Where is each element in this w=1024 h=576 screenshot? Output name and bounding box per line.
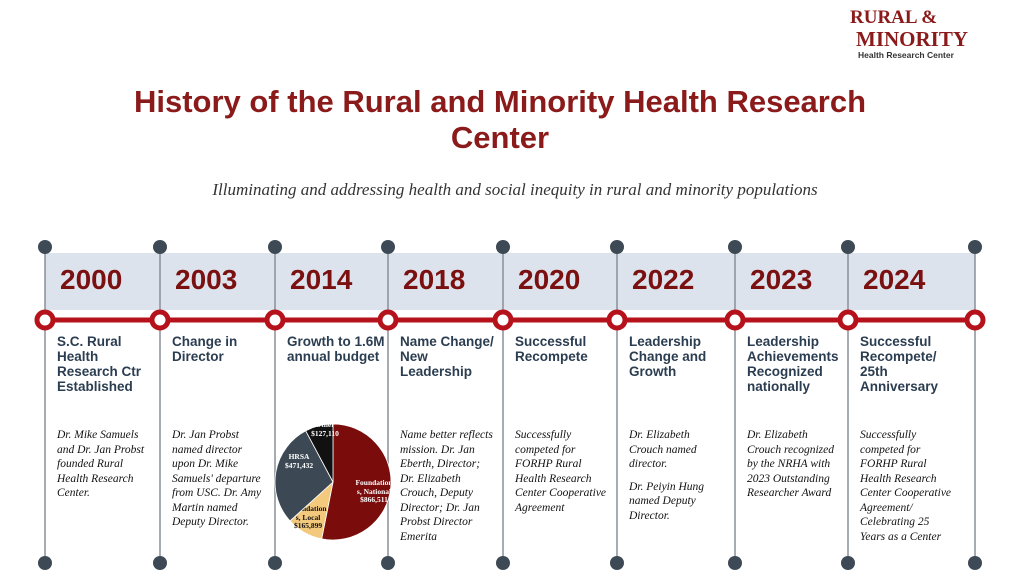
year: 2020 bbox=[518, 264, 581, 295]
pie-slice bbox=[274, 430, 334, 522]
milestone-description: Dr. Elizabeth Crouch named director. Dr. … bbox=[629, 428, 725, 531]
timeline-node bbox=[964, 309, 986, 331]
description-paragraph: Dr. Peiyin Hung named Deputy Director. bbox=[629, 480, 705, 522]
milestone-description: Dr. Mike Samuels and Dr. Jan Probst foun… bbox=[57, 428, 153, 509]
year: 2003 bbox=[175, 264, 238, 295]
timeline-node bbox=[492, 309, 514, 331]
year: 2022 bbox=[632, 264, 695, 295]
milestone-description: Successfully competed for FORHP Rural He… bbox=[860, 428, 956, 552]
pie-slice bbox=[305, 423, 334, 483]
logo-tagline: Health Research Center bbox=[858, 50, 954, 60]
milestone-heading: Growth to 1.6M annual budget bbox=[287, 334, 385, 364]
pie-label-box: Foundations, Local$165,899 bbox=[289, 505, 327, 530]
end-dot bbox=[268, 240, 282, 254]
milestone-heading: Successful Recompete bbox=[515, 334, 588, 364]
end-dot bbox=[153, 240, 167, 254]
pie-value-label: $165,899 bbox=[293, 521, 323, 530]
pie-value-label: $127,110 bbox=[311, 428, 339, 438]
end-dot bbox=[728, 556, 742, 570]
year: 2014 bbox=[290, 264, 353, 295]
pie-category: Other bbox=[315, 421, 335, 429]
end-dot bbox=[968, 556, 982, 570]
pie-label-box: Foundations, National$866,511 bbox=[355, 479, 393, 504]
logo-line: MINORITY bbox=[856, 27, 969, 51]
pie-category: HRSA bbox=[288, 453, 310, 461]
end-dot bbox=[496, 556, 510, 570]
end-dot bbox=[968, 240, 982, 254]
pie-value-label: $471,432 bbox=[284, 460, 314, 470]
end-dot bbox=[610, 556, 624, 570]
pie-value-label: $866,511 bbox=[360, 495, 388, 504]
pie-category: Foundations, National bbox=[355, 479, 393, 496]
end-dot bbox=[38, 240, 52, 254]
timeline-node bbox=[377, 309, 399, 331]
description-paragraph: Successfully competed for FORHP Rural He… bbox=[860, 429, 952, 543]
end-dot bbox=[38, 556, 52, 570]
year: 2024 bbox=[863, 264, 926, 295]
title: History of the Rural and Minority Health… bbox=[133, 84, 867, 155]
end-dot bbox=[381, 556, 395, 570]
milestone-heading: Successful Recompete/ 25th Anniversary bbox=[860, 334, 939, 394]
milestone-heading: Name Change/ New Leadership bbox=[400, 334, 494, 379]
description-paragraph: Successfully competed for FORHP Rural He… bbox=[515, 429, 607, 514]
year-band bbox=[45, 253, 975, 310]
milestone-description: Name better reflects mission. Dr. Jan Eb… bbox=[400, 428, 496, 552]
pie-label-box: HRSA$471,432 bbox=[284, 453, 314, 470]
end-dot bbox=[610, 240, 624, 254]
milestone-heading: S.C. Rural Health Research Ctr Establish… bbox=[57, 334, 142, 394]
description-paragraph: Dr. Elizabeth Crouch recognized by the N… bbox=[747, 429, 834, 499]
year: 2023 bbox=[750, 264, 813, 295]
timeline-node bbox=[34, 309, 56, 331]
year: 2018 bbox=[403, 264, 466, 295]
end-dot bbox=[728, 240, 742, 254]
pie-slice bbox=[321, 423, 392, 541]
end-dot bbox=[381, 240, 395, 254]
pie-category: Foundations, Local bbox=[289, 505, 327, 522]
end-dot bbox=[496, 240, 510, 254]
milestone-heading: Leadership Achievements Recognized natio… bbox=[747, 334, 839, 394]
milestone-description: Successfully competed for FORHP Rural He… bbox=[515, 428, 611, 523]
description-paragraph: Dr. Elizabeth Crouch named director. bbox=[629, 429, 697, 470]
milestone-heading: Leadership Change and Growth bbox=[629, 334, 707, 379]
timeline-node bbox=[606, 309, 628, 331]
pie-label-box: Other$127,110 bbox=[311, 421, 339, 438]
description-paragraph: Name better reflects mission. Dr. Jan Eb… bbox=[400, 429, 493, 543]
end-dot bbox=[841, 240, 855, 254]
milestone-description: Dr. Jan Probst named director upon Dr. M… bbox=[172, 428, 268, 538]
milestone-description: Dr. Elizabeth Crouch recognized by the N… bbox=[747, 428, 843, 509]
timeline-node bbox=[724, 309, 746, 331]
logo-line: RURAL & bbox=[850, 7, 938, 28]
subtitle: Illuminating and addressing health and s… bbox=[212, 180, 818, 199]
milestone-heading: Change in Director bbox=[172, 334, 238, 364]
description-paragraph: Dr. Mike Samuels and Dr. Jan Probst foun… bbox=[57, 429, 145, 499]
year: 2000 bbox=[60, 264, 123, 295]
end-dot bbox=[153, 556, 167, 570]
timeline-node bbox=[149, 309, 171, 331]
timeline-node bbox=[264, 309, 286, 331]
timeline-node bbox=[837, 309, 859, 331]
end-dot bbox=[841, 556, 855, 570]
description-paragraph: Dr. Jan Probst named director upon Dr. M… bbox=[172, 429, 262, 528]
end-dot bbox=[268, 556, 282, 570]
